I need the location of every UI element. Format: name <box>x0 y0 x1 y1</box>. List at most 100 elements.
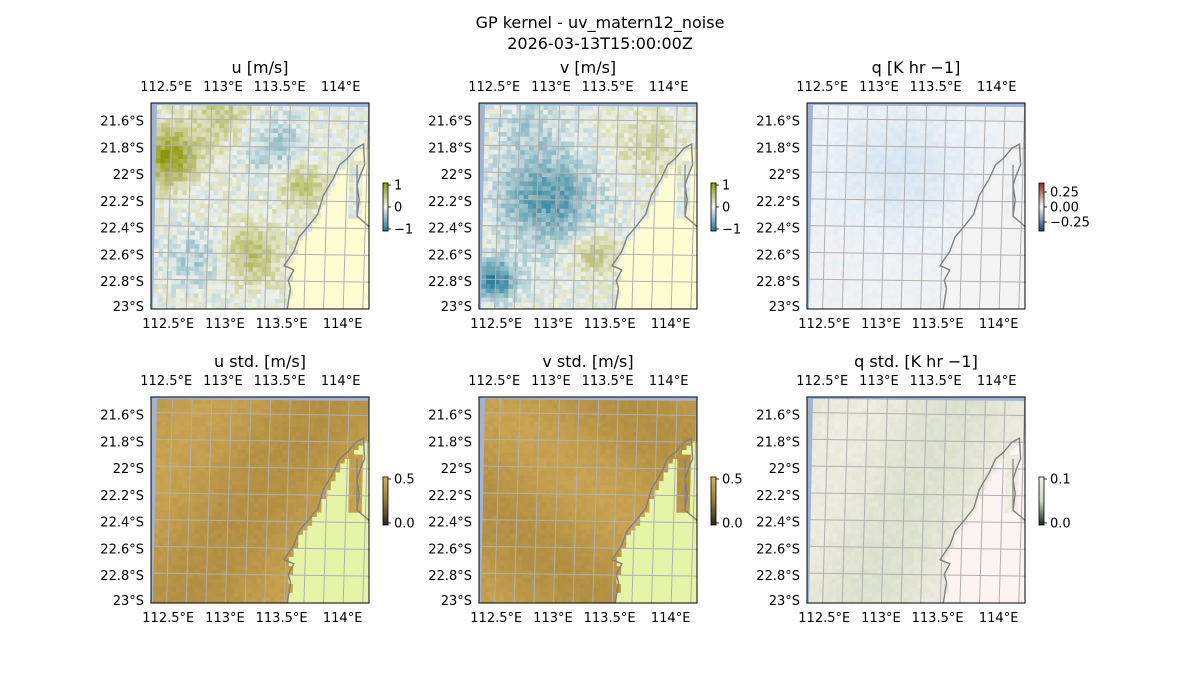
heatmap-cell <box>632 160 638 166</box>
heatmap-cell <box>567 253 573 259</box>
heatmap-cell <box>587 146 593 152</box>
heatmap-cell <box>483 190 489 196</box>
heatmap-cell <box>173 163 179 169</box>
heatmap-cell <box>309 133 315 139</box>
heatmap-cell <box>211 298 217 304</box>
heatmap-cell <box>577 199 583 206</box>
heatmap-cell <box>231 226 237 232</box>
heatmap-cell <box>236 195 242 201</box>
heatmap-cell <box>173 158 180 165</box>
heatmap-cell <box>612 249 618 255</box>
heatmap-cell <box>169 167 175 173</box>
heatmap-cell <box>640 222 646 228</box>
heatmap-cell <box>821 109 827 115</box>
heatmap-cell <box>585 249 591 255</box>
heatmap-cell <box>158 279 164 285</box>
heatmap-cell <box>524 145 530 151</box>
heatmap-cell <box>663 196 669 202</box>
heatmap-cell <box>551 159 557 165</box>
heatmap-cell <box>678 106 684 112</box>
heatmap-cell <box>574 146 580 152</box>
heatmap-cell <box>508 302 514 308</box>
heatmap-cell <box>238 307 244 309</box>
heatmap-cell <box>240 181 247 188</box>
heatmap-cell <box>641 173 647 179</box>
heatmap-cell <box>488 158 494 164</box>
heatmap-cell <box>504 253 510 259</box>
heatmap-cell <box>312 227 318 233</box>
heatmap-cell <box>527 221 533 227</box>
heatmap-cell <box>363 124 369 130</box>
heatmap-cell <box>167 279 173 285</box>
grid-line <box>151 144 369 149</box>
heatmap-cell <box>281 186 287 192</box>
heatmap-cell <box>252 267 258 273</box>
heatmap-cell <box>676 218 682 224</box>
heatmap-cell <box>331 146 337 153</box>
heatmap-cell <box>581 244 587 250</box>
heatmap-cell <box>661 258 668 265</box>
heatmap-cell <box>622 204 628 210</box>
heatmap-cell <box>501 167 507 173</box>
heatmap-cell <box>502 105 509 111</box>
heatmap-cell <box>356 281 362 287</box>
heatmap-cell <box>256 303 262 309</box>
heatmap-cell <box>650 160 656 166</box>
heatmap-cell <box>915 141 921 147</box>
heatmap-cell <box>196 141 202 147</box>
heatmap-cell <box>297 298 303 304</box>
heatmap-cell <box>487 203 493 209</box>
heatmap-cell <box>226 217 232 223</box>
heatmap-cell <box>265 289 272 295</box>
heatmap-cell <box>498 118 504 124</box>
heatmap-cell <box>353 187 359 193</box>
heatmap-cell <box>830 136 836 142</box>
heatmap-cell <box>821 114 827 120</box>
heatmap-cell <box>314 115 320 121</box>
heatmap-cell <box>486 243 492 249</box>
heatmap-cell <box>294 227 300 233</box>
heatmap-cell <box>357 232 363 238</box>
heatmap-cell <box>531 280 537 286</box>
heatmap-cell <box>548 298 554 304</box>
y-tick-label: 23°S <box>441 300 472 315</box>
heatmap-cell <box>341 115 347 121</box>
heatmap-cell <box>154 221 160 227</box>
heatmap-cell <box>491 230 497 236</box>
heatmap-cell <box>517 306 523 309</box>
heatmap-cell <box>304 178 310 184</box>
heatmap-cell <box>681 165 687 171</box>
heatmap-cell <box>311 281 317 287</box>
heatmap-cell <box>551 136 557 143</box>
heatmap-cell <box>567 249 573 255</box>
heatmap-cell <box>313 164 319 170</box>
heatmap-cell <box>513 271 519 277</box>
heatmap-cell <box>199 244 205 250</box>
heatmap-cell <box>650 151 656 157</box>
heatmap-cell <box>625 258 632 264</box>
heatmap-cell <box>289 218 295 224</box>
heatmap-cell <box>938 137 944 143</box>
heatmap-cell <box>295 146 301 152</box>
heatmap-cell <box>546 159 553 165</box>
heatmap-cell <box>356 268 362 274</box>
heatmap-cell <box>551 154 557 160</box>
heatmap-cell <box>526 271 532 277</box>
heatmap-cell <box>216 289 222 295</box>
heatmap-cell <box>275 276 281 282</box>
heatmap-cell <box>558 249 564 255</box>
heatmap-cell <box>569 164 575 170</box>
heatmap-cell <box>212 275 218 281</box>
heatmap-cell <box>338 250 344 256</box>
heatmap-cell <box>176 261 182 268</box>
heatmap-cell <box>496 221 502 227</box>
heatmap-cell <box>686 165 692 171</box>
heatmap-cell <box>282 137 288 143</box>
heatmap-cell <box>579 123 585 129</box>
heatmap-cell <box>690 200 696 207</box>
heatmap-cell <box>289 245 295 251</box>
heatmap-cell <box>177 230 183 236</box>
heatmap-cell <box>812 122 818 129</box>
heatmap-cell <box>182 203 188 209</box>
heatmap-cell <box>529 123 535 129</box>
